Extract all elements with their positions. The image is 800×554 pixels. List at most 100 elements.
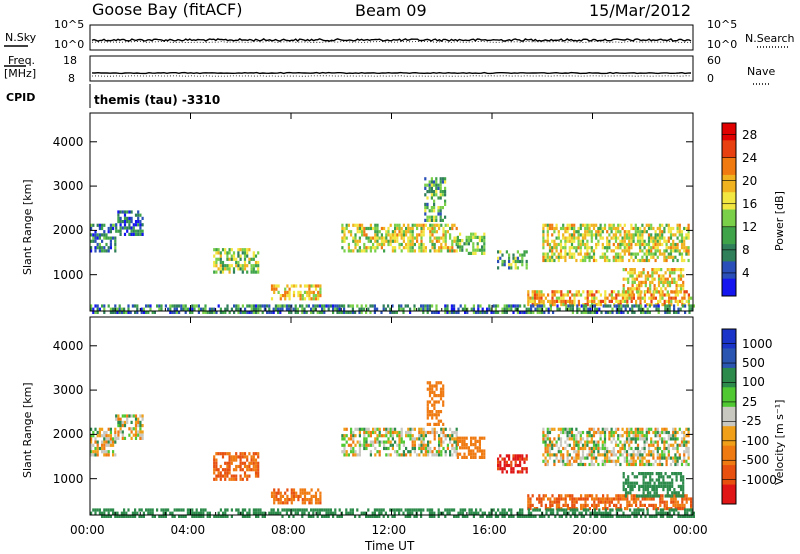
range-gate-cell — [607, 511, 610, 515]
range-gate-cell — [391, 437, 394, 441]
range-gate-cell — [692, 514, 695, 518]
range-gate-cell — [416, 239, 419, 243]
range-gate-cell — [625, 242, 629, 247]
range-gate-cell — [248, 511, 251, 515]
range-gate-cell — [543, 514, 546, 518]
range-gate-cell — [361, 249, 364, 253]
range-gate-cell — [453, 249, 456, 253]
range-gate-cell — [101, 446, 104, 451]
range-gate-cell — [114, 236, 117, 240]
range-gate-cell — [603, 443, 607, 447]
range-gate-cell — [383, 226, 386, 231]
range-gate-cell — [137, 223, 140, 227]
range-gate-cell — [239, 458, 242, 462]
range-gate-cell — [101, 511, 104, 515]
range-gate-cell — [601, 230, 604, 234]
range-gate-cell — [658, 430, 662, 435]
range-gate-cell — [576, 307, 579, 311]
range-gate-cell — [243, 474, 247, 478]
range-gate-cell — [494, 307, 497, 311]
range-gate-cell — [463, 452, 466, 456]
range-gate-cell — [389, 307, 392, 311]
range-gate-cell — [606, 230, 609, 234]
range-gate-cell — [536, 497, 539, 501]
range-gate-cell — [254, 468, 258, 472]
range-gate-cell — [391, 246, 394, 250]
range-gate-cell — [516, 259, 519, 264]
range-gate-cell — [409, 453, 412, 457]
range-gate-cell — [666, 488, 669, 492]
range-gate-cell — [588, 494, 591, 498]
range-gate-cell — [140, 514, 143, 518]
range-gate-cell — [570, 446, 574, 451]
range-gate-cell — [530, 307, 533, 311]
range-gate-cell — [630, 497, 633, 501]
range-gate-cell — [103, 310, 106, 314]
range-gate-cell — [439, 209, 442, 213]
range-gate-cell — [643, 446, 646, 451]
range-gate-cell — [380, 511, 383, 515]
range-gate-cell — [577, 303, 580, 307]
range-gate-cell — [603, 453, 607, 457]
range-gate-cell — [604, 511, 607, 515]
range-gate-cell — [132, 433, 135, 437]
range-gate-cell — [416, 453, 419, 457]
range-gate-cell — [312, 310, 315, 314]
range-gate-cell — [422, 437, 425, 441]
range-gate-cell — [470, 443, 473, 447]
range-gate-cell — [667, 239, 670, 243]
range-gate-cell — [560, 296, 563, 300]
power-heatmap — [90, 177, 695, 314]
range-gate-cell — [228, 471, 231, 475]
range-gate-cell — [579, 437, 582, 441]
range-gate-cell — [376, 226, 379, 231]
range-gate-cell — [559, 242, 563, 247]
range-gate-cell — [213, 464, 216, 469]
range-gate-cell — [678, 252, 681, 256]
range-gate-cell — [637, 511, 640, 515]
range-gate-cell — [557, 459, 560, 463]
range-gate-cell — [650, 427, 653, 431]
range-gate-cell — [98, 434, 101, 438]
range-gate-cell — [624, 290, 628, 294]
range-gate-cell — [615, 299, 618, 303]
range-gate-cell — [123, 216, 127, 220]
range-gate-cell — [551, 453, 554, 457]
range-gate-cell — [126, 417, 129, 421]
range-gate-cell — [655, 511, 658, 515]
range-gate-cell — [503, 263, 506, 267]
range-gate-cell — [503, 304, 506, 308]
range-gate-cell — [418, 223, 421, 227]
range-gate-cell — [570, 252, 574, 256]
range-gate-cell — [618, 307, 621, 311]
range-gate-cell — [393, 508, 396, 512]
range-gate-cell — [308, 297, 311, 301]
range-gate-cell — [477, 307, 480, 311]
range-gate-cell — [294, 310, 297, 314]
range-gate-cell — [296, 310, 299, 314]
range-gate-cell — [433, 310, 436, 314]
range-gate-cell — [592, 450, 596, 454]
range-gate-cell — [173, 508, 176, 512]
range-gate-cell — [424, 249, 427, 253]
range-gate-cell — [551, 440, 554, 444]
range-gate-cell — [597, 446, 600, 451]
range-gate-cell — [587, 310, 590, 314]
range-gate-cell — [597, 503, 600, 507]
range-gate-cell — [409, 246, 412, 250]
range-gate-cell — [627, 481, 630, 485]
range-gate-cell — [96, 246, 99, 250]
range-gate-cell — [503, 511, 506, 515]
range-gate-cell — [680, 443, 684, 447]
range-gate-cell — [566, 437, 569, 441]
range-gate-cell — [574, 511, 577, 515]
range-gate-cell — [332, 511, 335, 515]
range-gate-cell — [589, 514, 592, 518]
range-gate-cell — [134, 427, 138, 431]
range-gate-cell — [680, 255, 684, 259]
range-gate-cell — [171, 304, 174, 308]
range-gate-cell — [426, 400, 429, 404]
range-gate-cell — [252, 264, 255, 268]
range-gate-cell — [374, 239, 377, 243]
range-gate-cell — [149, 304, 152, 308]
